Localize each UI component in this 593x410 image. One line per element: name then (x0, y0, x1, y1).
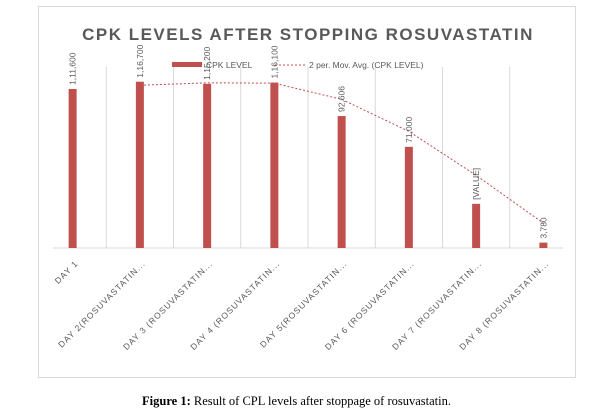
legend-line-label: 2 per. Mov. Avg. (CPK LEVEL) (309, 60, 424, 70)
chart-legend: CPK LEVEL 2 per. Mov. Avg. (CPK LEVEL) (172, 60, 424, 70)
bar-6 (404, 146, 413, 248)
data-label-4: 1,16,100 (269, 45, 279, 78)
caption-label: Figure 1: (142, 394, 191, 408)
chart-svg: CPK LEVELS AFTER STOPPING ROSUVASTATIN C… (53, 25, 563, 352)
bar-8 (539, 242, 548, 248)
bar-7 (472, 203, 481, 248)
chart-frame: CPK LEVELS AFTER STOPPING ROSUVASTATIN C… (38, 6, 576, 378)
bars (68, 81, 548, 249)
data-label-1: 1,11,600 (68, 52, 78, 85)
bar-5 (337, 116, 346, 248)
data-label-3: 1,15,200 (202, 46, 212, 79)
tick-label-1: DAY 1 (53, 258, 80, 285)
bar-2 (135, 81, 144, 248)
caption-text: Result of CPL levels after stoppage of r… (190, 394, 451, 408)
data-label-8: 3,780 (538, 217, 548, 239)
data-label-5: 92,606 (337, 86, 347, 112)
data-labels: 1,11,600 1,16,700 1,15,200 1,16,100 92,606 71… (68, 44, 549, 238)
legend-bar-swatch (172, 62, 202, 67)
data-label-2: 1,16,700 (135, 44, 145, 77)
bar-4 (270, 82, 279, 249)
chart-title: CPK LEVELS AFTER STOPPING ROSUVASTATIN (82, 25, 534, 44)
bar-1 (68, 88, 77, 248)
grid-lines (53, 67, 563, 249)
data-label-7: [VALUE] (471, 168, 481, 200)
legend-bar-label: CPK LEVEL (206, 60, 253, 70)
data-label-6: 71,000 (404, 117, 414, 143)
figure-caption: Figure 1: Result of CPL levels after sto… (0, 394, 593, 409)
bar-3 (203, 83, 212, 248)
